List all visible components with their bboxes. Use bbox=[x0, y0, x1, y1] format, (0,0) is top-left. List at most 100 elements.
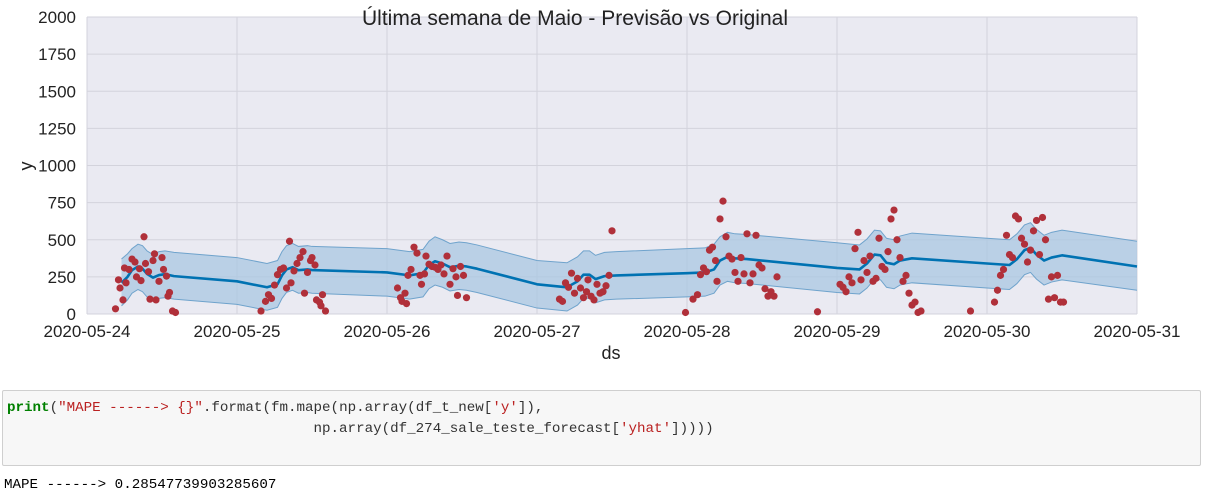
actual-point bbox=[449, 265, 457, 273]
actual-point bbox=[404, 271, 412, 279]
actual-point bbox=[1026, 246, 1035, 254]
actual-point bbox=[317, 302, 325, 310]
actual-point bbox=[150, 250, 159, 258]
actual-point bbox=[579, 294, 588, 302]
actual-point bbox=[605, 271, 613, 279]
actual-point bbox=[689, 295, 697, 303]
actual-point bbox=[114, 276, 123, 284]
actual-point bbox=[116, 284, 124, 292]
actual-point bbox=[842, 288, 850, 296]
actual-point bbox=[141, 259, 150, 268]
actual-point bbox=[558, 297, 567, 305]
code-line-2: np.array(df_274_sale_teste_forecast['yha… bbox=[7, 420, 713, 438]
actual-point bbox=[887, 215, 895, 223]
actual-point bbox=[257, 307, 265, 315]
actual-point bbox=[905, 289, 913, 297]
actual-point bbox=[731, 268, 739, 277]
actual-point bbox=[593, 280, 601, 288]
actual-point bbox=[144, 268, 153, 276]
x-tick-label: 2020-05-24 bbox=[44, 322, 131, 341]
actual-point bbox=[417, 280, 426, 288]
chart-title: Última semana de Maio - Previsão vs Orig… bbox=[362, 7, 788, 30]
x-tick-label: 2020-05-25 bbox=[194, 322, 281, 341]
code-text: ( bbox=[49, 400, 59, 416]
actual-point bbox=[1050, 294, 1059, 302]
actual-point bbox=[122, 279, 130, 287]
actual-point bbox=[393, 284, 402, 292]
actual-point bbox=[149, 256, 157, 265]
actual-point bbox=[296, 253, 304, 262]
actual-point bbox=[711, 256, 720, 265]
actual-point bbox=[293, 259, 301, 268]
actual-point bbox=[999, 265, 1008, 274]
actual-point bbox=[749, 270, 757, 278]
actual-point bbox=[966, 307, 975, 315]
actual-point bbox=[770, 292, 778, 300]
actual-point bbox=[854, 228, 862, 236]
actual-point bbox=[459, 271, 468, 279]
actual-point bbox=[702, 268, 711, 276]
print-keyword: print bbox=[7, 400, 50, 416]
actual-point bbox=[693, 291, 702, 299]
code-cell[interactable]: print("MAPE ------> {}".format(fm.mape(n… bbox=[2, 390, 1201, 466]
actual-point bbox=[773, 273, 781, 281]
actual-point bbox=[303, 268, 312, 277]
actual-point bbox=[990, 298, 999, 306]
y-axis-title: y bbox=[16, 162, 36, 171]
actual-point bbox=[993, 286, 1002, 294]
actual-point bbox=[1032, 216, 1041, 225]
actual-point bbox=[857, 276, 865, 284]
actual-point bbox=[564, 283, 573, 291]
actual-point bbox=[300, 289, 309, 297]
actual-point bbox=[402, 300, 411, 308]
actual-point bbox=[875, 234, 883, 242]
actual-point bbox=[413, 249, 421, 257]
y-tick-labels: 0 250 500 750 1000 1250 1500 1750 2000 bbox=[38, 8, 76, 324]
chart-svg: 2020-05-24 2020-05-25 2020-05-26 2020-05-27… bbox=[16, 7, 1181, 363]
actual-point bbox=[420, 270, 429, 278]
actual-point bbox=[608, 227, 616, 235]
actual-point bbox=[321, 307, 330, 315]
y-tick-label: 1500 bbox=[38, 82, 76, 101]
actual-point bbox=[761, 285, 769, 293]
actual-point bbox=[896, 253, 904, 262]
actual-point bbox=[746, 279, 754, 287]
actual-point bbox=[722, 233, 730, 241]
actual-point bbox=[453, 291, 462, 300]
actual-point bbox=[599, 288, 607, 296]
actual-point bbox=[893, 236, 901, 244]
actual-point bbox=[851, 245, 859, 253]
actual-point bbox=[140, 233, 148, 241]
actual-point bbox=[681, 308, 690, 317]
confidence-band-layer bbox=[121, 222, 1138, 312]
actual-point bbox=[137, 276, 145, 285]
actual-point bbox=[285, 237, 294, 245]
y-tick-label: 0 bbox=[67, 305, 76, 324]
actual-point bbox=[267, 294, 276, 303]
actual-point bbox=[752, 231, 760, 239]
actual-point bbox=[743, 230, 751, 238]
actual-point bbox=[1002, 231, 1011, 239]
actual-point bbox=[318, 291, 327, 299]
actual-point bbox=[917, 307, 925, 315]
actual-point bbox=[582, 288, 591, 296]
actual-point bbox=[899, 277, 907, 285]
actual-point bbox=[1020, 240, 1029, 248]
actual-point bbox=[171, 308, 180, 317]
actual-point bbox=[1023, 258, 1032, 266]
actual-point bbox=[902, 271, 910, 279]
actual-point bbox=[282, 284, 291, 292]
actual-point bbox=[696, 271, 705, 279]
actual-point bbox=[158, 253, 166, 262]
actual-point bbox=[845, 273, 853, 281]
actual-point bbox=[602, 282, 610, 290]
actual-point bbox=[1017, 234, 1026, 242]
actual-point bbox=[863, 268, 871, 277]
actual-point bbox=[159, 265, 168, 274]
actual-point bbox=[273, 271, 282, 279]
x-tick-label: 2020-05-31 bbox=[1094, 322, 1181, 341]
actual-point bbox=[111, 305, 120, 313]
actual-point bbox=[135, 265, 144, 273]
actual-point bbox=[713, 277, 721, 285]
actual-point bbox=[443, 252, 451, 260]
